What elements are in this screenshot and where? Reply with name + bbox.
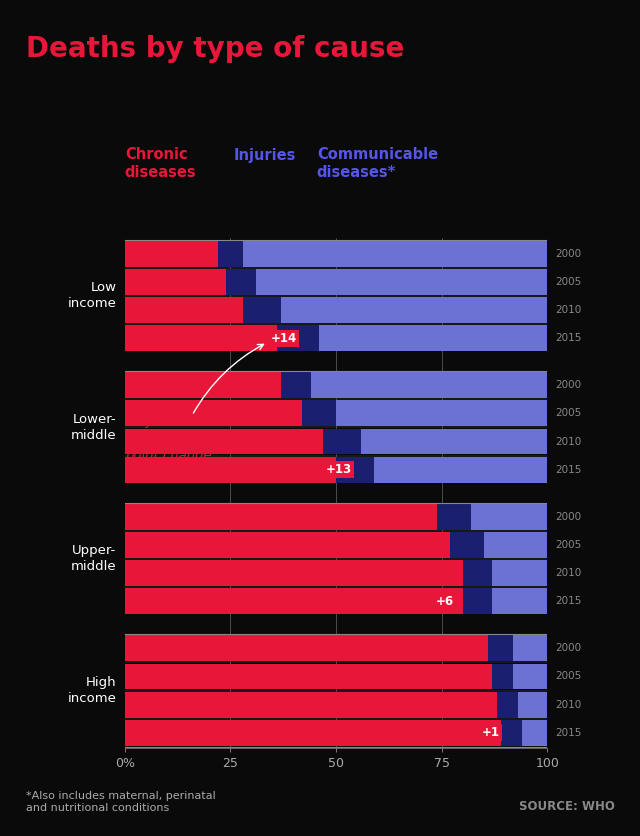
Text: Chronic
diseases: Chronic diseases: [125, 147, 196, 180]
Bar: [492, 664, 513, 690]
Text: Upper-
middle: Upper- middle: [71, 544, 116, 573]
Text: *Also includes maternal, perinatal
and nutritional conditions: *Also includes maternal, perinatal and n…: [26, 791, 215, 813]
Bar: [125, 241, 218, 267]
Text: 2000: 2000: [555, 249, 581, 259]
Bar: [319, 325, 547, 351]
Bar: [226, 269, 256, 295]
Text: 2005: 2005: [555, 409, 581, 418]
Bar: [463, 589, 492, 614]
Bar: [243, 241, 547, 267]
Bar: [125, 664, 492, 690]
Text: Communicable
diseases*: Communicable diseases*: [317, 147, 438, 180]
Text: 2005: 2005: [555, 540, 581, 550]
Text: 2015: 2015: [555, 596, 581, 606]
Bar: [125, 400, 302, 426]
Bar: [218, 241, 243, 267]
Text: 2000: 2000: [555, 512, 581, 522]
Bar: [125, 325, 277, 351]
Bar: [256, 269, 547, 295]
Bar: [125, 372, 281, 398]
Text: Lower-
middle: Lower- middle: [71, 413, 116, 442]
Bar: [277, 325, 319, 351]
Bar: [281, 297, 547, 323]
Text: 2010: 2010: [555, 436, 581, 446]
Text: 2010: 2010: [555, 568, 581, 578]
Bar: [336, 456, 374, 482]
Bar: [281, 372, 310, 398]
Bar: [125, 429, 323, 455]
Text: 15-year
percentage
point change: 15-year percentage point change: [125, 415, 211, 462]
Bar: [125, 504, 437, 530]
Bar: [484, 532, 547, 558]
Text: 2010: 2010: [555, 305, 581, 315]
Text: 2000: 2000: [555, 644, 581, 653]
Bar: [302, 400, 336, 426]
Text: SOURCE: WHO: SOURCE: WHO: [518, 799, 614, 813]
Text: +1: +1: [482, 726, 500, 739]
Bar: [518, 691, 547, 717]
Bar: [492, 560, 547, 586]
Bar: [336, 400, 547, 426]
Text: +6: +6: [435, 594, 453, 608]
Bar: [450, 532, 484, 558]
Bar: [374, 456, 547, 482]
Text: 2000: 2000: [555, 380, 581, 390]
Bar: [125, 720, 500, 746]
Text: Low
income: Low income: [67, 282, 116, 310]
Bar: [497, 691, 518, 717]
Bar: [323, 429, 362, 455]
Text: 2005: 2005: [555, 277, 581, 287]
Bar: [125, 456, 336, 482]
Bar: [362, 429, 547, 455]
Bar: [437, 504, 471, 530]
Bar: [513, 635, 547, 661]
Text: 2005: 2005: [555, 671, 581, 681]
Bar: [310, 372, 547, 398]
Text: Injuries: Injuries: [234, 148, 296, 163]
Bar: [125, 560, 463, 586]
Bar: [492, 589, 547, 614]
Bar: [125, 297, 243, 323]
Text: +13: +13: [326, 463, 351, 477]
Bar: [125, 635, 488, 661]
Bar: [471, 504, 547, 530]
Bar: [243, 297, 281, 323]
Bar: [513, 664, 547, 690]
Text: 2015: 2015: [555, 727, 581, 737]
Text: 2015: 2015: [555, 334, 581, 343]
Bar: [125, 532, 450, 558]
Bar: [125, 269, 226, 295]
Bar: [522, 720, 547, 746]
Text: 2015: 2015: [555, 465, 581, 475]
Text: 2010: 2010: [555, 700, 581, 710]
Text: +14: +14: [271, 332, 297, 344]
Bar: [463, 560, 492, 586]
Bar: [488, 635, 513, 661]
Text: Deaths by type of cause: Deaths by type of cause: [26, 35, 404, 63]
Bar: [500, 720, 522, 746]
Bar: [125, 589, 463, 614]
Bar: [125, 691, 497, 717]
Text: High
income: High income: [67, 676, 116, 705]
